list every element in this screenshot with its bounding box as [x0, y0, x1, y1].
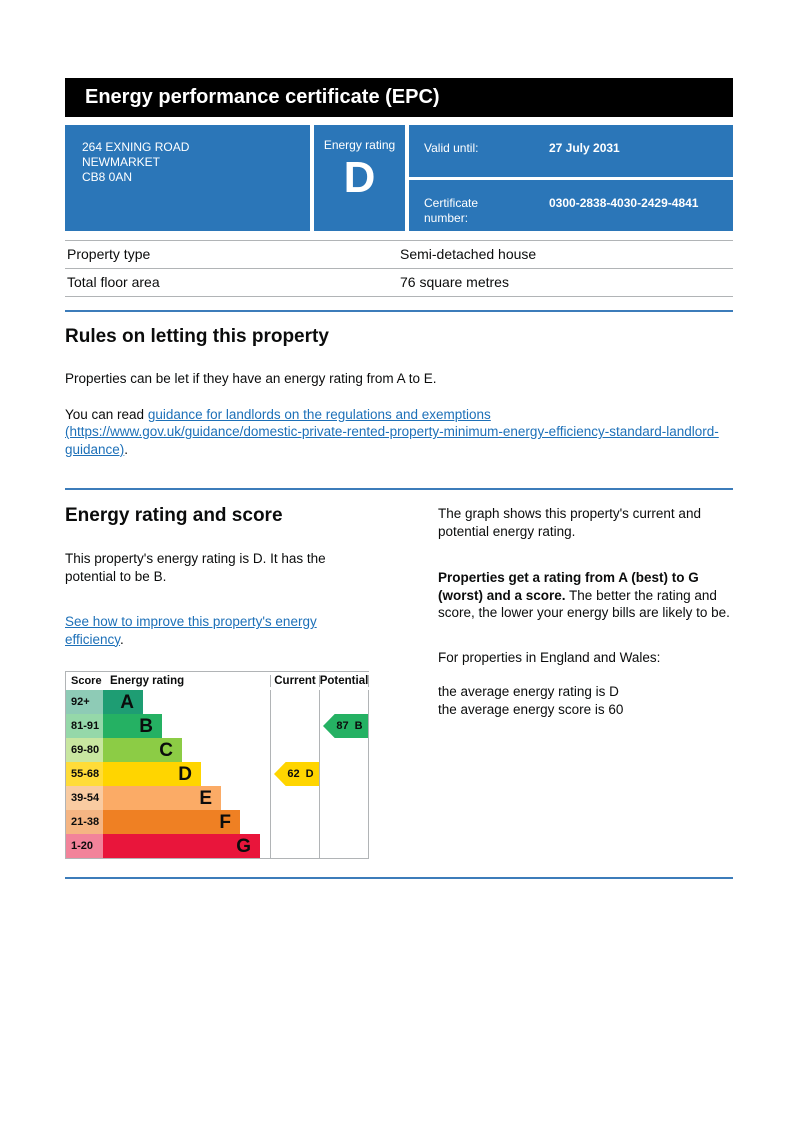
- potential-cell: [319, 738, 369, 762]
- summary-panel: 264 EXNING ROAD NEWMARKET CB8 0AN Energy…: [65, 125, 733, 231]
- address-line: NEWMARKET: [82, 155, 160, 169]
- score-column-header: Score: [71, 675, 102, 687]
- band-bar-f: F: [103, 810, 240, 834]
- band-row-a: 92+ A: [66, 690, 369, 714]
- certificate-title-bar: Energy performance certificate (EPC): [65, 78, 733, 117]
- band-bar-d: D: [103, 762, 201, 786]
- rules-paragraph: Properties can be let if they have an en…: [65, 371, 437, 386]
- current-column-header: Current: [270, 675, 319, 687]
- address-line: CB8 0AN: [82, 170, 133, 184]
- certificate-number-box: Certificate number: 0300-2838-4030-2429-…: [409, 179, 733, 231]
- valid-until-value: 27 July 2031: [549, 141, 620, 155]
- key-facts-table: Property type Semi-detached house Total …: [65, 240, 733, 297]
- band-row-g: 1-20 G: [66, 834, 369, 858]
- section-divider: [65, 310, 733, 312]
- rating-left-column: Energy rating and score This property's …: [65, 505, 369, 859]
- score-range: 21-38: [66, 810, 103, 834]
- potential-cell: 87 B: [319, 714, 369, 738]
- section-divider: [65, 877, 733, 879]
- page-content: Energy performance certificate (EPC) 264…: [65, 0, 733, 879]
- improve-efficiency-link[interactable]: See how to improve this property's energ…: [65, 614, 317, 647]
- section-divider: [65, 488, 733, 490]
- rating-explanation: Properties get a rating from A (best) to…: [438, 570, 730, 620]
- table-row: Property type Semi-detached house: [65, 241, 733, 269]
- chart-header-row: Score Energy rating Current Potential: [66, 672, 369, 690]
- improve-link-paragraph: See how to improve this property's energ…: [65, 614, 317, 647]
- floor-area-value: 76 square metres: [400, 274, 509, 290]
- band-bar-c: C: [103, 738, 182, 762]
- current-cell: [270, 786, 319, 810]
- valid-until-label: Valid until:: [424, 141, 479, 155]
- certificate-number-value: 0300-2838-4030-2429-4841: [549, 195, 699, 210]
- current-cell: [270, 714, 319, 738]
- potential-cell: [319, 762, 369, 786]
- band-row-f: 21-38 F: [66, 810, 369, 834]
- current-cell: [270, 738, 319, 762]
- graph-description: The graph shows this property's current …: [438, 506, 701, 539]
- property-type-label: Property type: [67, 246, 151, 262]
- current-cell: [270, 834, 319, 858]
- rules-link-paragraph: You can read guidance for landlords on t…: [65, 406, 733, 459]
- current-cell: [270, 690, 319, 714]
- current-cell: 62 D: [270, 762, 319, 786]
- rules-heading: Rules on letting this property: [65, 326, 329, 347]
- epc-rating-graph: Score Energy rating Current Potential 92…: [65, 671, 369, 859]
- link-suffix-text: .: [124, 441, 129, 457]
- potential-cell: [319, 786, 369, 810]
- valid-until-box: Valid until: 27 July 2031: [409, 125, 733, 177]
- rating-right-column: The graph shows this property's current …: [438, 505, 733, 859]
- validity-column: Valid until: 27 July 2031 Certificate nu…: [409, 125, 733, 231]
- score-range: 55-68: [66, 762, 103, 786]
- potential-cell: [319, 834, 369, 858]
- band-bar-a: A: [103, 690, 143, 714]
- energy-rating-value: D: [343, 153, 376, 202]
- energy-rating-label: Energy rating: [323, 138, 396, 152]
- rating-summary-paragraph: This property's energy rating is D. It h…: [65, 551, 326, 584]
- page-title: Energy performance certificate (EPC): [85, 86, 440, 108]
- energy-rating-section: Energy rating and score This property's …: [65, 505, 733, 859]
- potential-cell: [319, 690, 369, 714]
- rating-column-header: Energy rating: [110, 675, 185, 687]
- potential-rating-arrow: 87 B: [323, 714, 368, 738]
- band-row-b: 81-91 B 87 B: [66, 714, 369, 738]
- england-wales-intro: For properties in England and Wales:: [438, 649, 661, 665]
- landlord-guidance-link[interactable]: guidance for landlords on the regulation…: [65, 406, 719, 457]
- score-range: 1-20: [66, 834, 103, 858]
- band-row-d: 55-68 D 62 D: [66, 762, 369, 786]
- certificate-number-label: Certificate number:: [424, 195, 479, 225]
- table-row: Total floor area 76 square metres: [65, 269, 733, 297]
- rating-heading: Energy rating and score: [65, 505, 283, 526]
- band-row-c: 69-80 C: [66, 738, 369, 762]
- band-bar-g: G: [103, 834, 260, 858]
- energy-rating-box: Energy rating D: [314, 125, 405, 231]
- band-bar-b: B: [103, 714, 162, 738]
- current-cell: [270, 810, 319, 834]
- property-type-value: Semi-detached house: [400, 246, 537, 262]
- property-address: 264 EXNING ROAD NEWMARKET CB8 0AN: [65, 125, 310, 231]
- score-range: 92+: [66, 690, 103, 714]
- score-range: 81-91: [66, 714, 103, 738]
- floor-area-label: Total floor area: [67, 274, 160, 290]
- band-row-e: 39-54 E: [66, 786, 369, 810]
- score-range: 39-54: [66, 786, 103, 810]
- band-bar-e: E: [103, 786, 221, 810]
- address-line: 264 EXNING ROAD: [82, 140, 190, 154]
- potential-cell: [319, 810, 369, 834]
- potential-column-header: Potential: [319, 675, 369, 687]
- link-prefix-text: You can read: [65, 406, 148, 422]
- score-range: 69-80: [66, 738, 103, 762]
- current-rating-arrow: 62 D: [274, 762, 319, 786]
